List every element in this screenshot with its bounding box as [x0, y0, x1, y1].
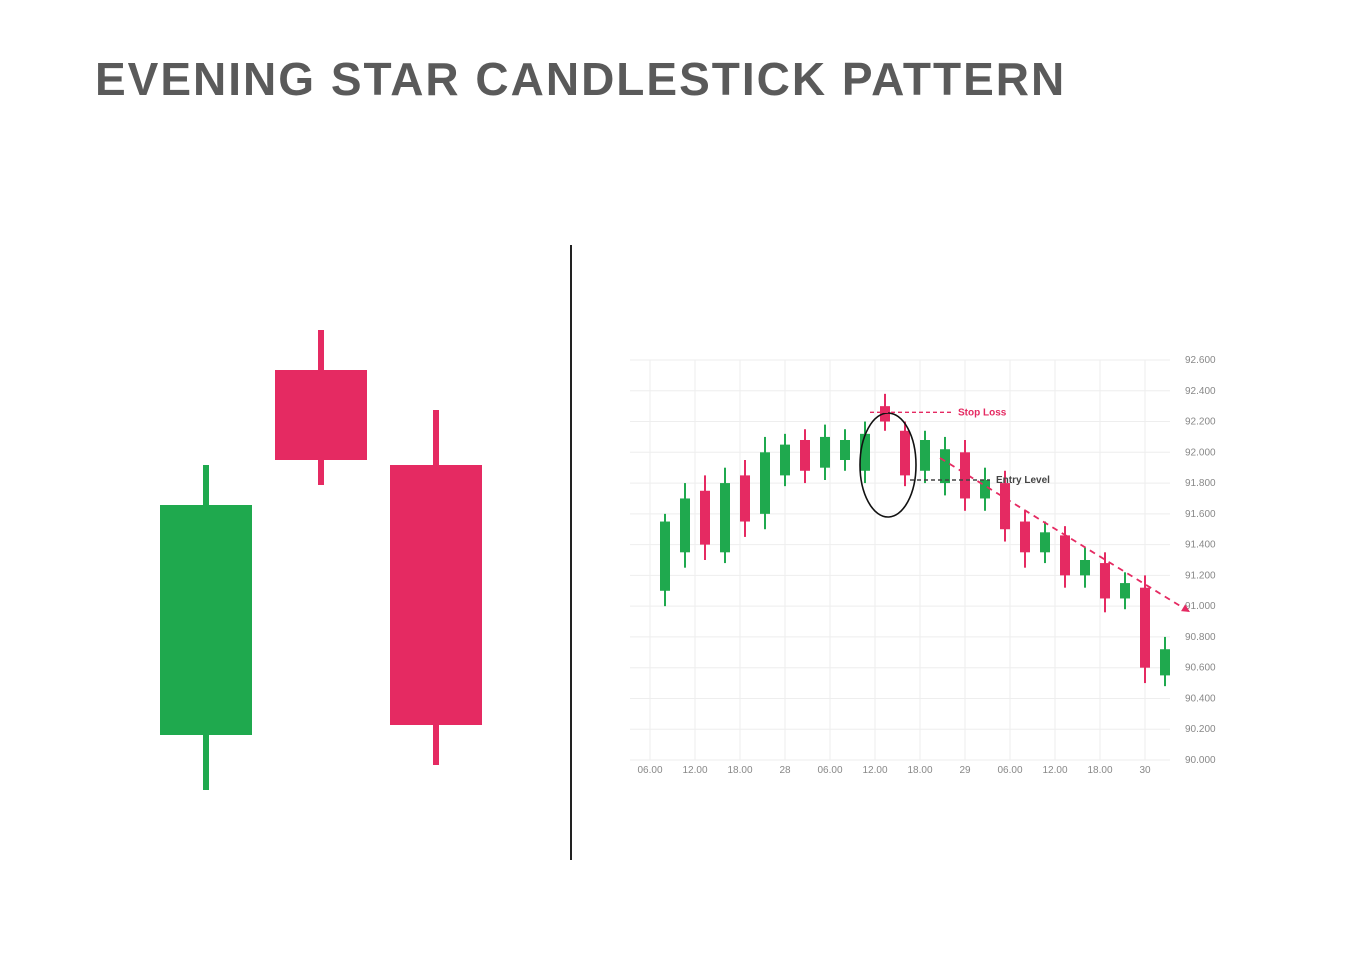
x-axis-label: 12.00: [682, 765, 707, 776]
x-axis-label: 18.00: [907, 765, 932, 776]
x-axis-label: 06.00: [637, 765, 662, 776]
entry-level-label: Entry Level: [996, 475, 1050, 486]
chart-candle: [1140, 575, 1150, 683]
x-axis-label: 06.00: [817, 765, 842, 776]
x-axis-label: 18.00: [1087, 765, 1112, 776]
y-axis-label: 91.000: [1185, 601, 1216, 612]
y-axis-label: 91.200: [1185, 570, 1216, 581]
chart-candle: [760, 437, 770, 529]
chart-candle: [920, 431, 930, 483]
y-axis-label: 91.800: [1185, 478, 1216, 489]
pattern-panel: [100, 330, 520, 830]
chart-panel: 92.600 92.400 92.200 92.000 91.800 91.600 91.4…: [610, 350, 1270, 790]
x-axis-label: 06.00: [997, 765, 1022, 776]
chart-candle: [700, 475, 710, 560]
x-axis-label: 30: [1139, 765, 1151, 776]
chart-candle: [820, 425, 830, 480]
candlestick-chart: 92.600 92.400 92.200 92.000 91.800 91.600 91.4…: [610, 350, 1270, 790]
chart-candle: [1120, 572, 1130, 609]
chart-candle: [1080, 548, 1090, 588]
y-axis-label: 91.600: [1185, 509, 1216, 520]
chart-candle: [840, 429, 850, 471]
stop-loss-label: Stop Loss: [958, 407, 1007, 418]
chart-candle: [980, 468, 990, 511]
chart-candle: [720, 468, 730, 563]
pattern-candle: [390, 410, 482, 765]
x-axis-label: 29: [959, 765, 971, 776]
page-title: EVENING STAR CANDLESTICK PATTERN: [95, 52, 1066, 106]
chart-candle: [1020, 511, 1030, 568]
y-axis-label: 90.200: [1185, 724, 1216, 735]
y-axis-label: 90.400: [1185, 693, 1216, 704]
chart-candle: [1100, 552, 1110, 612]
chart-candle: [940, 437, 950, 495]
y-axis-label: 91.400: [1185, 540, 1216, 551]
y-axis-label: 90.800: [1185, 632, 1216, 643]
x-axis-label: 18.00: [727, 765, 752, 776]
x-axis-label: 12.00: [862, 765, 887, 776]
y-axis-label: 92.000: [1185, 447, 1216, 458]
chart-candle: [680, 483, 690, 568]
x-axis-label: 12.00: [1042, 765, 1067, 776]
chart-candle: [660, 514, 670, 606]
chart-candle: [1160, 637, 1170, 686]
pattern-candle: [160, 465, 252, 790]
vertical-divider: [570, 245, 572, 860]
chart-candle: [800, 429, 810, 483]
y-axis-label: 90.600: [1185, 663, 1216, 674]
chart-candle: [780, 434, 790, 486]
y-axis-label: 92.600: [1185, 355, 1216, 366]
pattern-candle: [275, 330, 367, 485]
pattern-illustration: [100, 330, 520, 830]
chart-candle: [1040, 522, 1050, 564]
y-axis-label: 90.000: [1185, 755, 1216, 766]
y-axis-label: 92.200: [1185, 417, 1216, 428]
chart-candle: [740, 460, 750, 537]
trend-arrow-line: [940, 458, 1190, 612]
y-axis-label: 92.400: [1185, 386, 1216, 397]
x-axis-label: 28: [779, 765, 791, 776]
